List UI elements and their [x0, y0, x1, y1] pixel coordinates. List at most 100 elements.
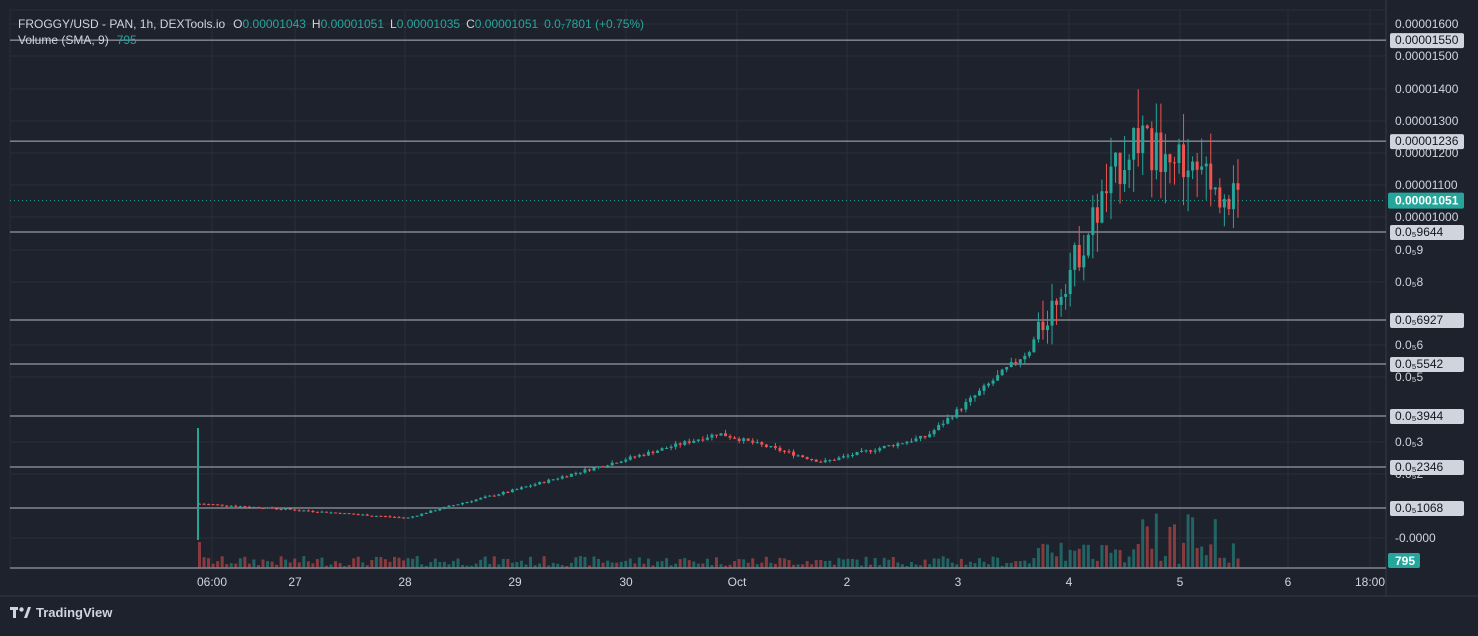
- tradingview-footer[interactable]: TradingView: [10, 605, 112, 620]
- volume-bar: [311, 563, 315, 568]
- volume-bar: [347, 564, 351, 568]
- candle-up: [669, 446, 673, 449]
- candle-up: [483, 496, 487, 499]
- candle-up: [914, 438, 918, 442]
- volume-bar: [556, 563, 560, 568]
- candle-down: [1041, 321, 1045, 331]
- price-level-badge: [1390, 33, 1464, 49]
- volume-bar: [959, 558, 963, 568]
- volume-bar: [642, 563, 646, 568]
- volume-bar: [238, 558, 242, 568]
- volume-bar: [266, 561, 270, 568]
- candle-up: [551, 479, 555, 481]
- price-tick-label: 0.00001200: [1395, 146, 1459, 160]
- volume-bar: [370, 559, 374, 568]
- volume-bar: [701, 563, 705, 568]
- current-price-label: 0.00001051: [1395, 194, 1459, 208]
- candle-up: [964, 402, 968, 410]
- price-level-badge: [1390, 357, 1464, 372]
- candle-down: [397, 517, 401, 519]
- low-value: 0.00001035: [396, 17, 461, 31]
- volume-bar: [256, 565, 260, 568]
- price-tick-label: 0.00001100: [1395, 178, 1458, 192]
- volume-bar: [619, 561, 623, 568]
- candle-down: [279, 508, 283, 510]
- candle-down: [587, 469, 591, 471]
- candle-down: [370, 515, 374, 517]
- candle-up: [624, 459, 628, 462]
- volume-bar: [624, 560, 628, 568]
- time-tick-label: 29: [508, 575, 522, 589]
- volume-bar: [782, 558, 786, 568]
- candle-up: [461, 502, 465, 505]
- volume-bar: [524, 564, 528, 568]
- time-tick-label: 06:00: [197, 575, 227, 589]
- candle-down: [1182, 144, 1186, 178]
- candle-up: [510, 489, 514, 493]
- candle-up: [1059, 296, 1063, 305]
- volume-bar: [229, 563, 233, 568]
- volume-bar: [329, 564, 333, 568]
- candle-down: [751, 440, 755, 443]
- candle-up: [909, 441, 913, 443]
- candle-down: [1014, 362, 1018, 364]
- volume-bar: [1114, 549, 1118, 568]
- volume-bar: [1204, 555, 1208, 568]
- volume-bar: [941, 556, 945, 568]
- volume-bar: [1168, 526, 1172, 568]
- volume-bar: [887, 559, 891, 568]
- volume-bar: [869, 564, 873, 568]
- candle-down: [801, 455, 805, 458]
- volume-bar: [288, 562, 292, 568]
- candle-down: [1218, 187, 1222, 208]
- volume-bar: [388, 561, 392, 568]
- volume-bar: [597, 558, 601, 568]
- candle-down: [601, 466, 605, 468]
- candle-up: [674, 443, 678, 447]
- candle-up: [374, 515, 378, 517]
- volume-bar: [1172, 524, 1176, 568]
- volume-bar: [343, 565, 347, 568]
- price-level-label: 0.0₅6927: [1395, 313, 1444, 327]
- volume-bar: [474, 563, 478, 568]
- candle-down: [297, 510, 301, 512]
- time-tick-label: 5: [1177, 575, 1184, 589]
- volume-bar: [402, 560, 406, 568]
- volume-bar: [252, 559, 256, 568]
- candle-up: [973, 395, 977, 398]
- volume-bar: [864, 556, 868, 568]
- candle-up: [796, 455, 800, 457]
- candle-up: [932, 430, 936, 435]
- candle-down: [724, 433, 728, 437]
- volume-bar: [297, 562, 301, 568]
- volume-bar: [220, 556, 224, 568]
- price-level-label: 0.0₅2346: [1395, 460, 1444, 474]
- volume-bar: [855, 559, 859, 568]
- candle-up: [941, 423, 945, 426]
- candle-up: [515, 489, 519, 491]
- candle-up: [479, 498, 483, 500]
- volume-bar: [982, 561, 986, 568]
- volume-bar: [275, 564, 279, 568]
- volume-bar: [429, 562, 433, 568]
- volume-bar: [669, 565, 673, 568]
- price-level-badge: [1390, 134, 1464, 150]
- candle-up: [1068, 269, 1072, 295]
- volume-bar: [538, 563, 542, 568]
- candle-up: [1027, 352, 1031, 356]
- volume-bar: [996, 557, 1000, 568]
- volume-bar: [932, 558, 936, 568]
- candle-up: [583, 469, 587, 473]
- candle-up: [1123, 170, 1127, 184]
- volume-bar: [365, 565, 369, 568]
- volume-bar: [665, 558, 669, 568]
- close-value: 0.00001051: [474, 17, 539, 31]
- time-tick-label: 18:00: [1355, 575, 1385, 589]
- candle-up: [1231, 183, 1235, 210]
- volume-bar: [234, 563, 238, 568]
- candle-up: [1005, 367, 1009, 370]
- volume-bar: [1186, 514, 1190, 568]
- volume-bar: [1036, 548, 1040, 568]
